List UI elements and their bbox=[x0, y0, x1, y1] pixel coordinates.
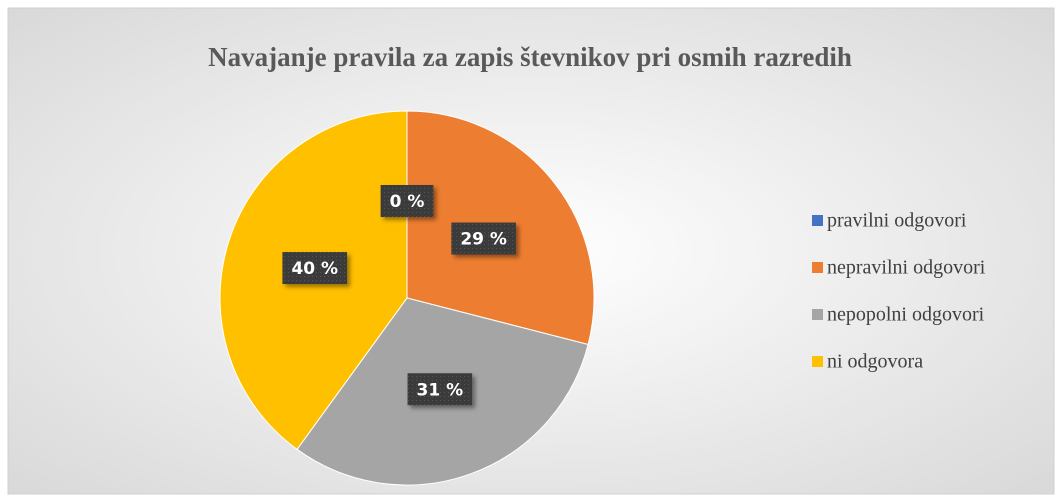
legend-swatch bbox=[812, 309, 823, 320]
chart-title: Navajanje pravila za zapis števnikov pri… bbox=[208, 42, 852, 72]
data-label: 40 % bbox=[282, 252, 348, 285]
data-label: 31 % bbox=[407, 373, 473, 406]
data-label-text: 31 % bbox=[417, 380, 464, 400]
data-label-text: 40 % bbox=[291, 259, 338, 279]
legend-label: ni odgovora bbox=[827, 351, 923, 373]
data-label: 29 % bbox=[451, 222, 516, 255]
data-label-box bbox=[380, 185, 434, 217]
legend-label: nepopolni odgovori bbox=[827, 304, 985, 326]
data-label-box bbox=[407, 373, 473, 406]
data-label-text: 0 % bbox=[390, 192, 425, 212]
legend-swatch bbox=[812, 262, 823, 273]
legend-label: nepravilni odgovori bbox=[827, 257, 986, 279]
data-label-text: 29 % bbox=[460, 230, 507, 250]
legend-label: pravilni odgovori bbox=[827, 210, 967, 232]
legend-swatch bbox=[812, 215, 823, 226]
data-label-box bbox=[451, 222, 516, 255]
data-label-box bbox=[282, 252, 348, 285]
legend-swatch bbox=[812, 356, 823, 367]
data-label: 0 % bbox=[380, 185, 434, 217]
